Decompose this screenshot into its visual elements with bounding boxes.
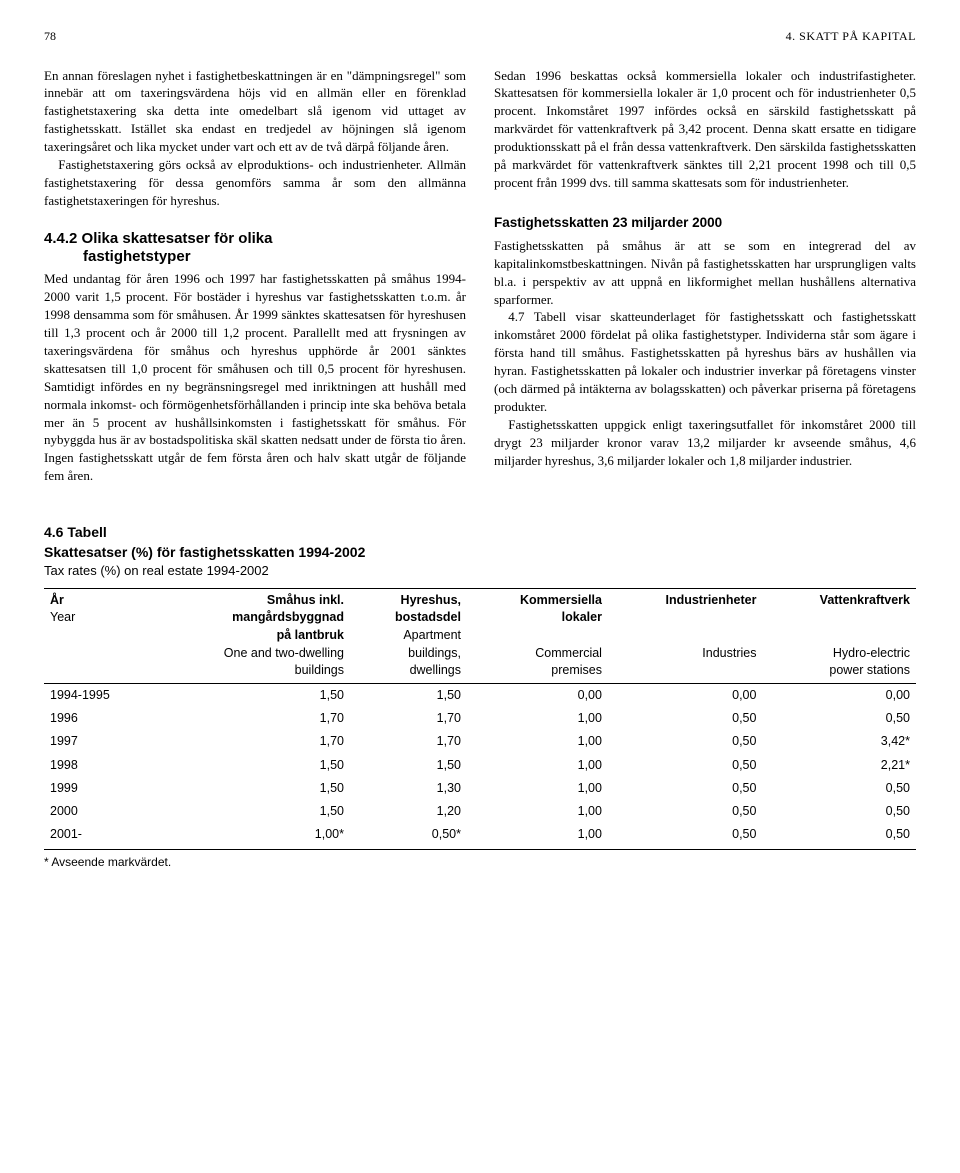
table-row: 2001-1,00*0,50*1,000,500,50 bbox=[44, 823, 916, 849]
sub-para-2: 4.7 Tabell visar skatteunderlaget för fa… bbox=[494, 308, 916, 416]
th-industri-sv: Industrienheter bbox=[608, 588, 763, 610]
th-hyreshus-sv-l1: Hyreshus, bbox=[350, 588, 467, 610]
table-4-6: 4.6 Tabell Skattesatser (%) för fastighe… bbox=[44, 523, 916, 870]
th-kommersiella-en-l1: Commercial bbox=[467, 646, 608, 664]
table-row: 20001,501,201,000,500,50 bbox=[44, 800, 916, 823]
sub-para-3: Fastighetsskatten uppgick enligt taxerin… bbox=[494, 416, 916, 470]
table-title-en: Tax rates (%) on real estate 1994-2002 bbox=[44, 562, 916, 580]
th-empty-7 bbox=[44, 646, 152, 664]
sub-para-1: Fastighetsskatten på småhus är att se so… bbox=[494, 237, 916, 309]
th-empty-3 bbox=[44, 628, 152, 646]
th-hyreshus-en-l1: Apartment bbox=[350, 628, 467, 646]
th-smahus-en-l2: buildings bbox=[152, 663, 350, 683]
rates-table: År Småhus inkl. Hyreshus, Kommersiella I… bbox=[44, 588, 916, 850]
th-vatten-en-l1: Hydro-electric bbox=[762, 646, 916, 664]
table-caption: 4.6 Tabell bbox=[44, 523, 916, 542]
chapter-label: 4. SKATT PÅ KAPITAL bbox=[786, 28, 916, 45]
th-hyreshus-en-l3: dwellings bbox=[350, 663, 467, 683]
right-top-para: Sedan 1996 beskattas också kommersiella … bbox=[494, 67, 916, 193]
th-hyreshus-sv-l2: bostadsdel bbox=[350, 610, 467, 628]
th-empty-4 bbox=[467, 628, 608, 646]
page-header: 78 4. SKATT PÅ KAPITAL bbox=[44, 28, 916, 45]
right-column: Sedan 1996 beskattas också kommersiella … bbox=[494, 67, 916, 486]
th-empty-5 bbox=[608, 628, 763, 646]
spacer bbox=[494, 192, 916, 214]
table-body: 1994-19951,501,500,000,000,00 19961,701,… bbox=[44, 683, 916, 849]
table-row: 19991,501,301,000,500,50 bbox=[44, 777, 916, 800]
left-column: En annan föreslagen nyhet i fastighetbes… bbox=[44, 67, 466, 486]
page-number: 78 bbox=[44, 28, 56, 45]
section-442-title-line2: fastighetstyper bbox=[44, 248, 466, 266]
intro-para-1: En annan föreslagen nyhet i fastighetbes… bbox=[44, 67, 466, 157]
table-row: 1994-19951,501,500,000,000,00 bbox=[44, 683, 916, 707]
th-year-en: Year bbox=[44, 610, 152, 628]
table-row: 19981,501,501,000,502,21* bbox=[44, 754, 916, 777]
th-empty-1 bbox=[608, 610, 763, 628]
th-kommersiella-sv-l2: lokaler bbox=[467, 610, 608, 628]
table-row: 19961,701,701,000,500,50 bbox=[44, 707, 916, 730]
th-vatten-sv: Vattenkraftverk bbox=[762, 588, 916, 610]
section-442-body: Med undantag för åren 1996 och 1997 har … bbox=[44, 270, 466, 485]
table-row: 19971,701,701,000,503,42* bbox=[44, 730, 916, 753]
th-hyreshus-en-l2: buildings, bbox=[350, 646, 467, 664]
th-kommersiella-en-l2: premises bbox=[467, 663, 608, 683]
th-kommersiella-sv-l1: Kommersiella bbox=[467, 588, 608, 610]
th-smahus-sv-l3: på lantbruk bbox=[152, 628, 350, 646]
body-columns: En annan föreslagen nyhet i fastighetbes… bbox=[44, 67, 916, 486]
th-empty-2 bbox=[762, 610, 916, 628]
th-year-sv: År bbox=[44, 588, 152, 610]
table-title-sv: Skattesatser (%) för fastighetsskatten 1… bbox=[44, 543, 916, 562]
section-442-title: 4.4.2 Olika skattesatser för olika fasti… bbox=[44, 230, 466, 266]
th-smahus-sv-l2: mangårdsbyggnad bbox=[152, 610, 350, 628]
th-empty-8 bbox=[44, 663, 152, 683]
th-vatten-en-l2: power stations bbox=[762, 663, 916, 683]
th-smahus-sv-l1: Småhus inkl. bbox=[152, 588, 350, 610]
th-industri-en: Industries bbox=[608, 646, 763, 664]
intro-para-2: Fastighetstaxering görs också av elprodu… bbox=[44, 156, 466, 210]
subsection-title: Fastighetsskatten 23 miljarder 2000 bbox=[494, 214, 916, 233]
th-empty-9 bbox=[608, 663, 763, 683]
section-442-title-line1: 4.4.2 Olika skattesatser för olika bbox=[44, 230, 272, 247]
th-empty-6 bbox=[762, 628, 916, 646]
th-smahus-en-l1: One and two-dwelling bbox=[152, 646, 350, 664]
table-footnote: * Avseende markvärdet. bbox=[44, 854, 916, 871]
